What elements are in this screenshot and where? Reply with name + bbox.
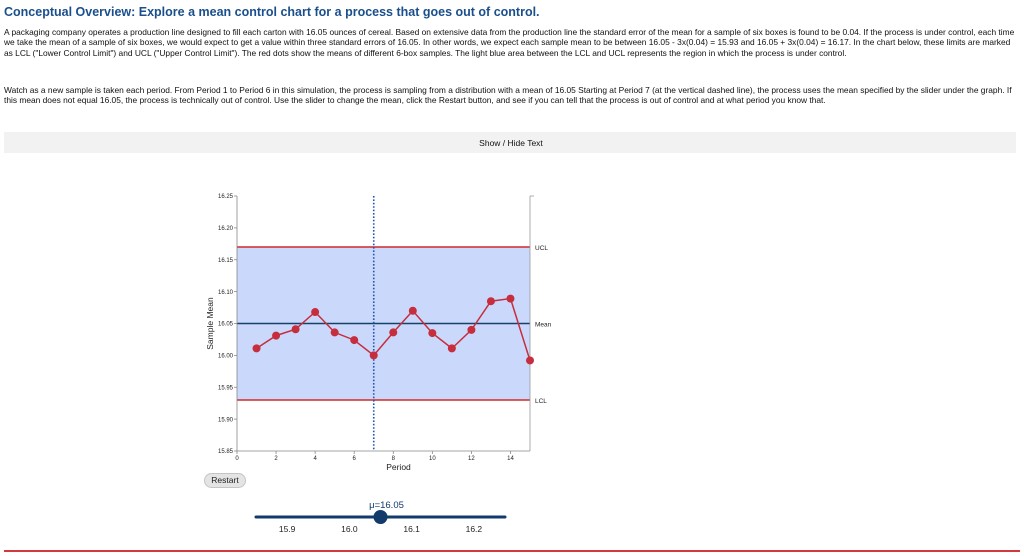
y-tick-label: 16.00 xyxy=(218,354,234,360)
show-hide-text-button[interactable]: Show / Hide Text xyxy=(465,136,557,149)
y-tick-label: 16.10 xyxy=(218,290,234,296)
sample-mean-point xyxy=(291,325,300,334)
mean-slider-thumb[interactable] xyxy=(373,510,388,524)
y-tick-label: 16.20 xyxy=(218,226,234,232)
x-tick-label: 6 xyxy=(353,456,357,462)
mean-line-label: Mean xyxy=(535,322,552,329)
y-tick-label: 15.90 xyxy=(218,417,234,423)
sample-mean-point xyxy=(369,351,378,360)
slider-tick-label: 16.1 xyxy=(403,524,420,534)
y-axis-label: Sample Mean xyxy=(205,297,215,350)
bottom-divider xyxy=(4,550,1020,552)
ucl-label: UCL xyxy=(535,245,548,252)
text-toggle-bar: Show / Hide Text xyxy=(4,132,1016,153)
slider-tick-label: 16.2 xyxy=(466,524,483,534)
sample-mean-point xyxy=(311,308,320,317)
lcl-label: LCL xyxy=(535,398,547,405)
x-tick-label: 4 xyxy=(313,456,317,462)
instructions-paragraph: Watch as a new sample is taken each peri… xyxy=(4,85,1012,106)
slider-tick-label: 15.9 xyxy=(279,524,296,534)
intro-paragraph: A packaging company operates a productio… xyxy=(4,27,1015,58)
sample-mean-point xyxy=(506,294,515,303)
x-tick-label: 8 xyxy=(392,456,396,462)
sample-mean-point xyxy=(467,325,476,334)
sample-mean-point xyxy=(526,356,534,365)
sample-mean-point xyxy=(447,344,456,353)
sample-mean-point xyxy=(428,329,437,338)
sample-mean-point xyxy=(272,331,281,340)
sample-mean-point xyxy=(408,306,417,315)
sample-mean-point xyxy=(350,336,359,345)
x-tick-label: 12 xyxy=(468,456,475,462)
slider-tick-label: 16.0 xyxy=(341,524,358,534)
y-tick-label: 15.85 xyxy=(218,449,234,455)
page-title: Conceptual Overview: Explore a mean cont… xyxy=(4,5,540,19)
restart-button[interactable]: Restart xyxy=(204,473,246,488)
x-tick-label: 0 xyxy=(235,456,239,462)
sample-mean-point xyxy=(252,344,261,353)
x-axis-label: Period xyxy=(386,462,411,472)
sample-mean-point xyxy=(486,297,495,306)
y-tick-label: 15.95 xyxy=(218,385,234,391)
sample-mean-point xyxy=(389,328,398,337)
x-tick-label: 14 xyxy=(507,456,514,462)
y-tick-label: 16.25 xyxy=(218,194,234,200)
y-tick-label: 16.15 xyxy=(218,258,234,264)
x-tick-label: 2 xyxy=(274,456,278,462)
x-tick-label: 10 xyxy=(429,456,436,462)
slider-value-label: μ=16.05 xyxy=(369,500,404,511)
y-tick-label: 16.05 xyxy=(218,322,234,328)
sample-mean-point xyxy=(330,328,339,337)
